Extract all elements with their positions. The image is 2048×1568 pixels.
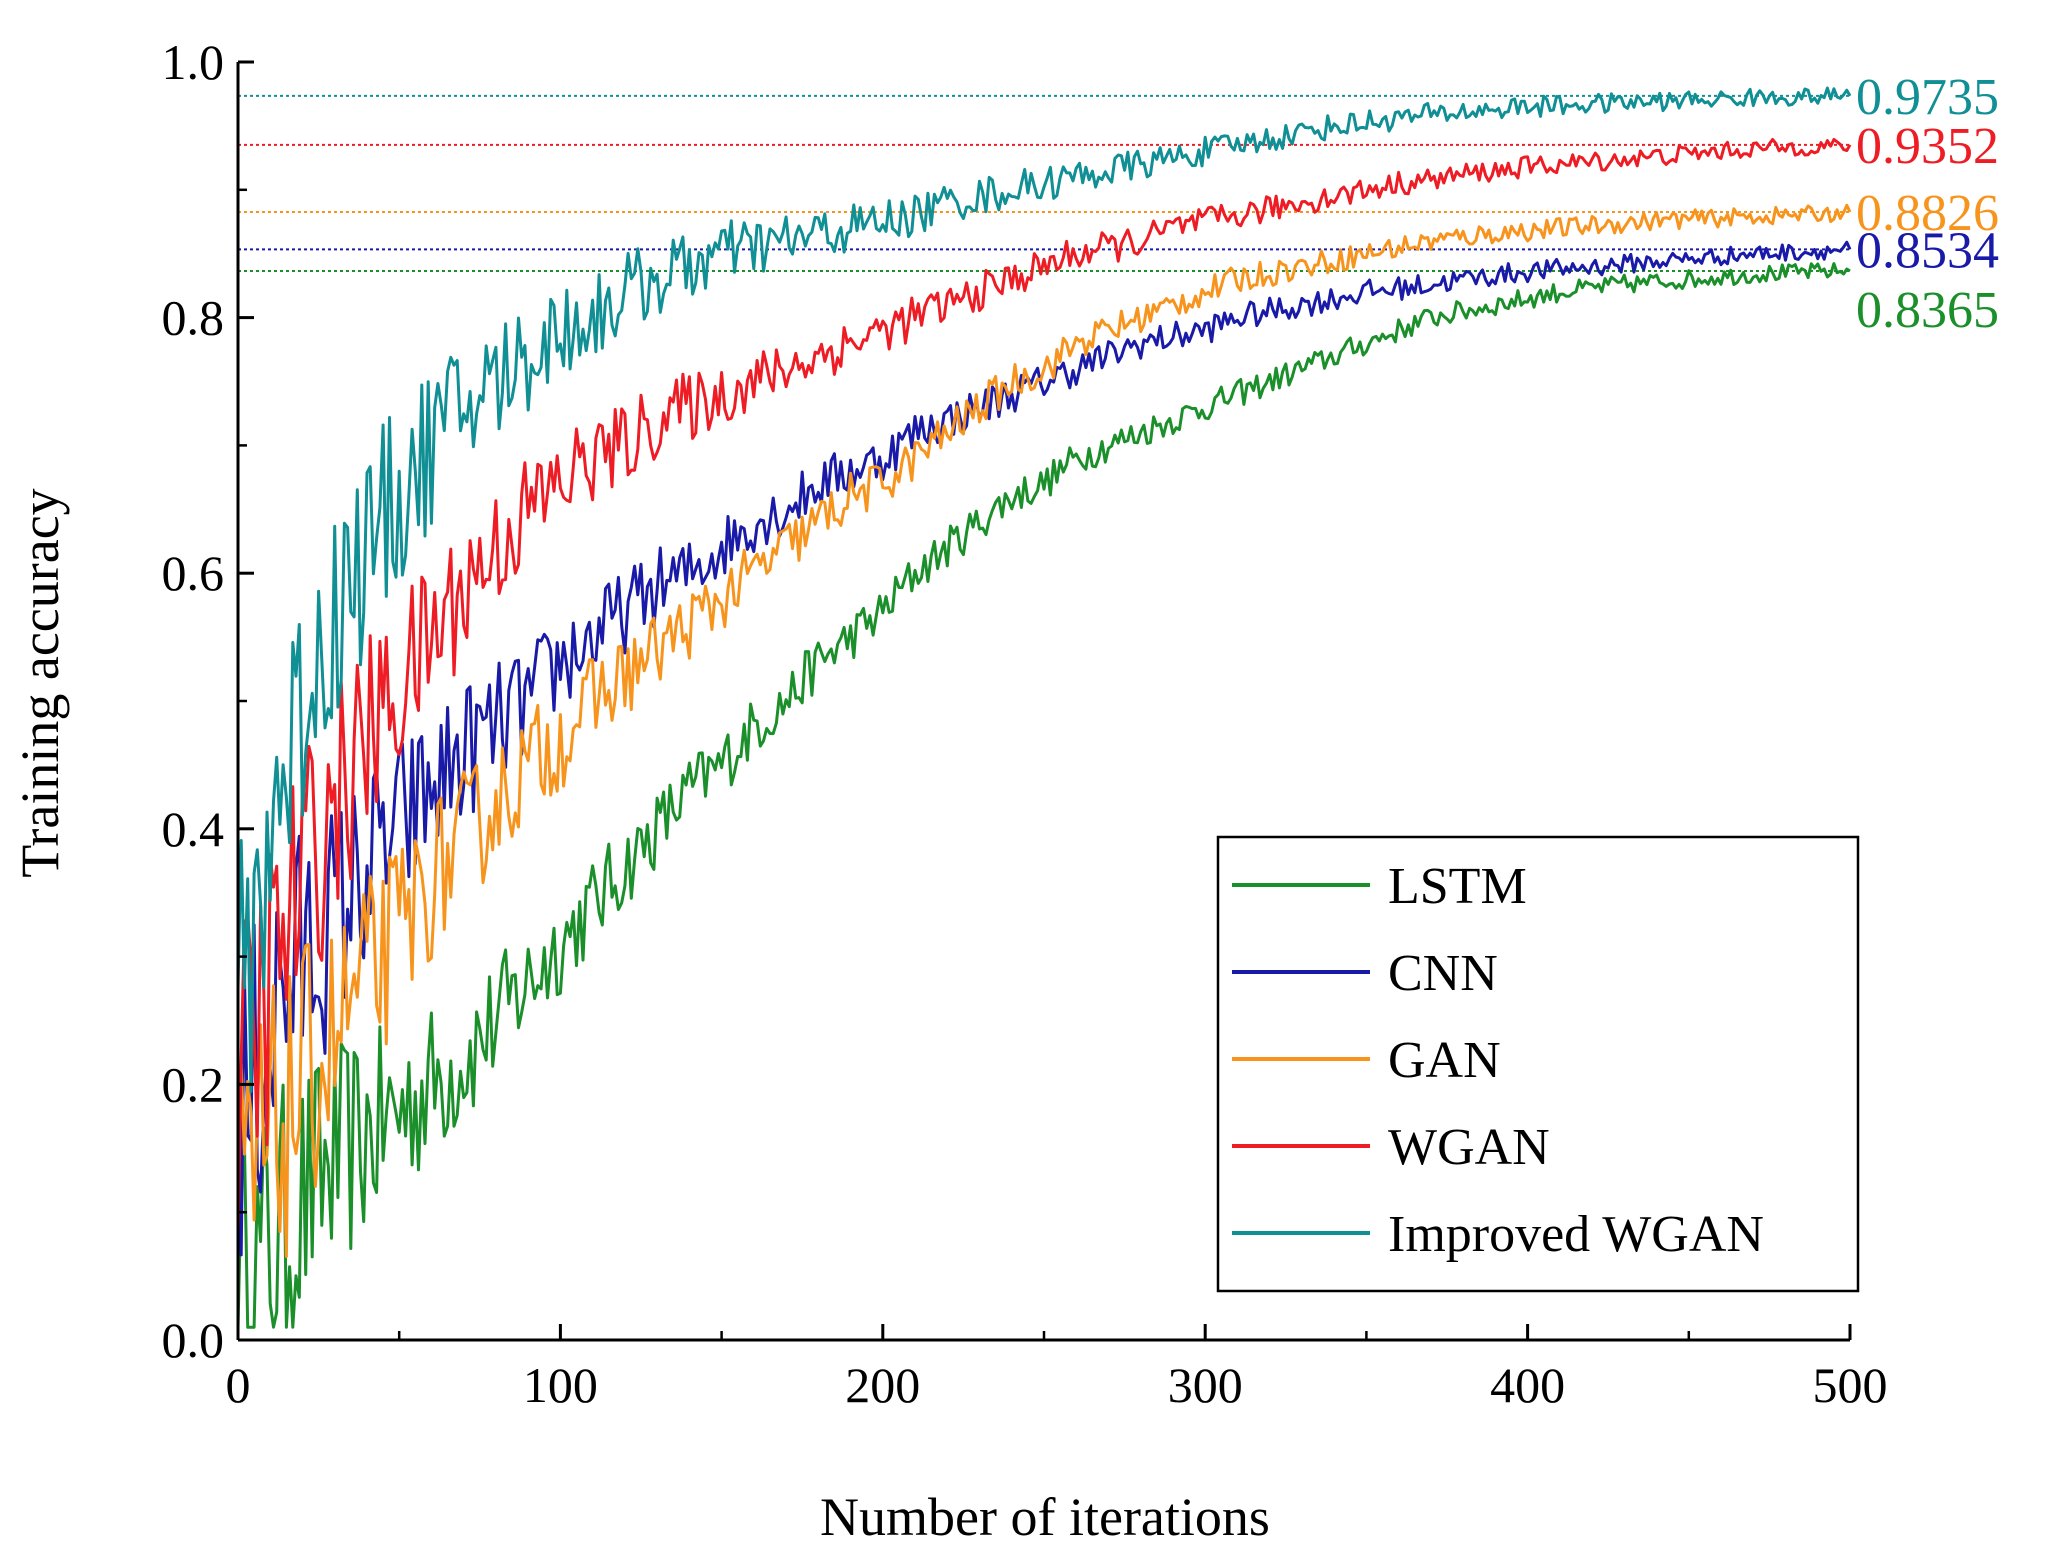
axis-ticks: 0 100 200 300 400 500 0.0 0.2 0.4 0.6 0.8 1.0 <box>162 34 1888 1413</box>
x-tick-label: 100 <box>523 1357 598 1413</box>
y-tick-label: 1.0 <box>162 34 225 90</box>
x-tick-label: 200 <box>845 1357 920 1413</box>
legend-label-lstm: LSTM <box>1388 858 1527 915</box>
y-tick-label: 0.4 <box>162 801 225 857</box>
legend-label-gan: GAN <box>1388 1032 1501 1089</box>
y-tick-label: 0.6 <box>162 545 225 601</box>
legend-box <box>1216 835 1860 1293</box>
x-tick-label: 400 <box>1490 1357 1565 1413</box>
legend-label-wgan: WGAN <box>1388 1119 1550 1176</box>
series-line-gan <box>236 203 1852 1258</box>
x-tick-label: 0 <box>226 1357 251 1413</box>
final-label-improved-wgan: 0.9735 <box>1856 69 1999 126</box>
legend-label-improved-wgan: Improved WGAN <box>1388 1206 1764 1263</box>
series-line-cnn <box>236 240 1852 1257</box>
final-label-wgan: 0.9352 <box>1856 118 1999 175</box>
x-tick-label: 300 <box>1168 1357 1243 1413</box>
y-tick-label: 0.0 <box>162 1312 225 1368</box>
final-label-gan: 0.8826 <box>1856 185 1999 242</box>
legend-label-cnn: CNN <box>1388 945 1498 1002</box>
series-line-improved-wgan <box>236 86 1852 1093</box>
series-line-lstm <box>236 262 1851 1329</box>
legend: LSTM CNN GAN WGAN Improved WGAN <box>1216 835 1860 1293</box>
y-tick-label: 0.2 <box>162 1056 225 1112</box>
series-lines <box>236 86 1852 1329</box>
final-label-lstm: 0.8365 <box>1856 282 1999 339</box>
series-line-wgan <box>236 138 1852 1236</box>
x-tick-label: 500 <box>1813 1357 1888 1413</box>
x-axis-title: Number of iterations <box>820 1487 1270 1547</box>
y-tick-label: 0.8 <box>162 290 225 346</box>
y-axis-title: Training accuracy <box>10 488 70 877</box>
reference-lines <box>238 94 1850 272</box>
final-label-cnn: 0.8534 <box>1856 222 1999 279</box>
